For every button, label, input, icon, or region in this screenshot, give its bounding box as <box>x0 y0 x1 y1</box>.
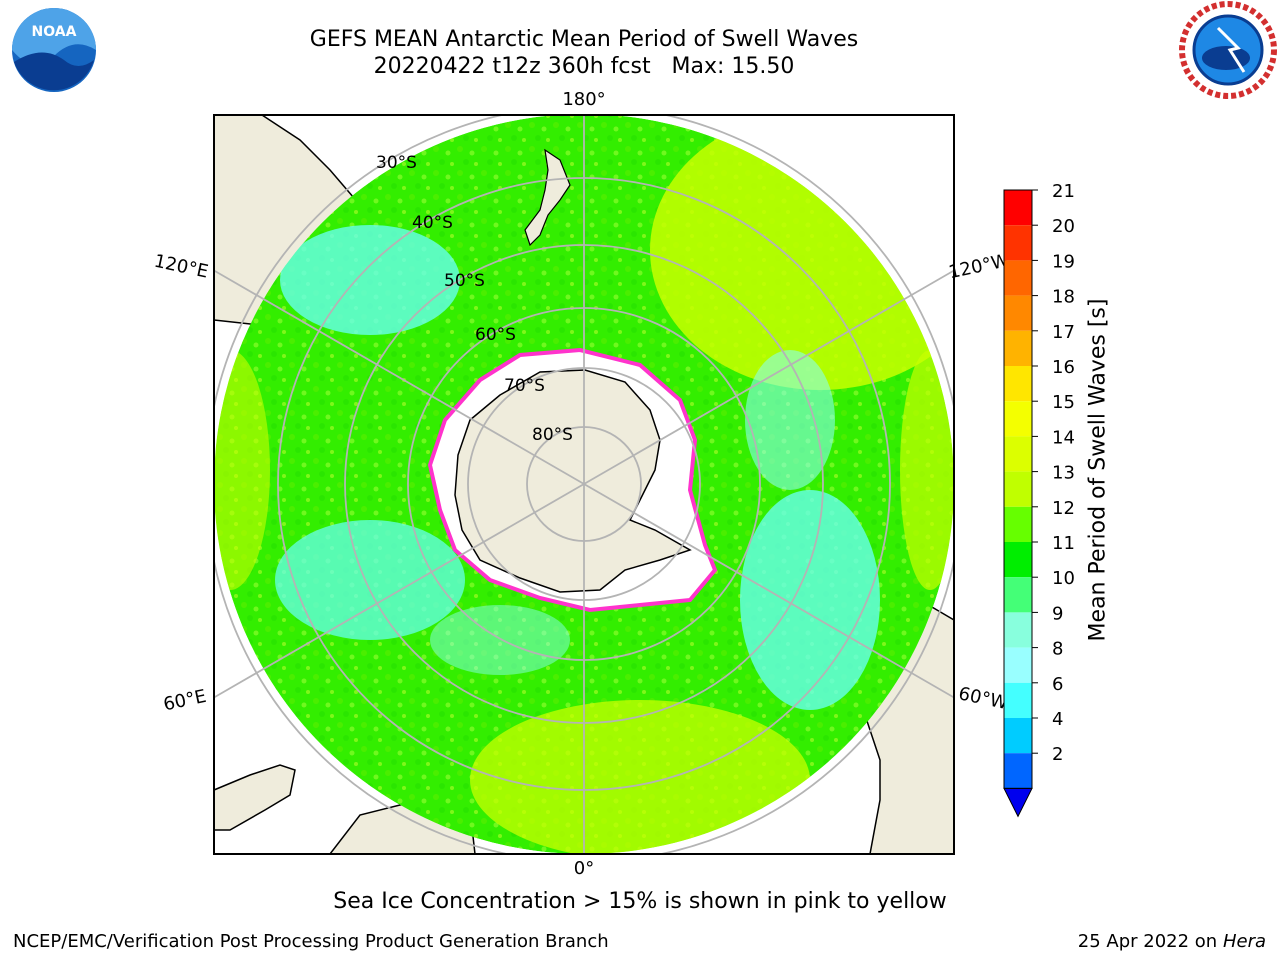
colorbar-tick-label: 15 <box>1052 392 1075 413</box>
colorbar-bin <box>1004 753 1032 789</box>
colorbar-bin <box>1004 366 1032 402</box>
latitude-labels: 30°S 40°S 50°S 60°S 70°S 80°S <box>376 153 573 445</box>
footer-machine: Hera <box>1222 931 1266 952</box>
map-frame <box>213 114 955 855</box>
colorbar-tick-label: 9 <box>1052 603 1063 624</box>
colorbar-bin <box>1004 718 1032 754</box>
land-new-zealand <box>524 148 571 247</box>
chart-title: GEFS MEAN Antarctic Mean Period of Swell… <box>309 27 859 52</box>
colorbar-bin <box>1004 436 1032 472</box>
colorbar-tick-label: 10 <box>1052 568 1075 589</box>
colorbar-bin <box>1004 330 1032 366</box>
colorbar-bin <box>1004 401 1032 437</box>
colorbar-tick-label: 13 <box>1052 463 1075 484</box>
colorbar-bin <box>1004 225 1032 261</box>
colorbar-tick-label: 20 <box>1052 216 1075 237</box>
colorbar-tick-label: 17 <box>1052 322 1075 343</box>
colorbar-tick-label: 4 <box>1052 709 1063 730</box>
colorbar-tick-label: 8 <box>1052 639 1063 660</box>
footer-date-text: 25 Apr 2022 on <box>1077 931 1223 952</box>
lon-label-120e: 120°E <box>152 251 210 283</box>
colorbar-bin <box>1004 506 1032 542</box>
colorbar-tick-label: 14 <box>1052 427 1075 448</box>
colorbar-bin <box>1004 612 1032 648</box>
lat-label-80s: 80°S <box>532 425 573 445</box>
colorbar-tick-label: 12 <box>1052 498 1075 519</box>
lat-label-30s: 30°S <box>376 153 417 173</box>
nws-logo-icon <box>1178 0 1280 104</box>
chart-subtitle: 20220422 t12z 360h fcst Max: 15.50 <box>373 54 795 79</box>
colorbar-tick-label: 18 <box>1052 287 1075 308</box>
colorbar-bin <box>1004 577 1032 613</box>
colorbar-bin <box>1004 542 1032 578</box>
graticule <box>214 115 954 854</box>
colorbar-bin <box>1004 471 1032 507</box>
colorbar-bin <box>1004 295 1032 331</box>
colorbar-bin <box>1004 260 1032 296</box>
lon-label-120w: 120°W <box>947 250 1011 283</box>
colorbar-title: Mean Period of Swell Waves [s] <box>1085 298 1111 642</box>
colorbar-tick-label: 19 <box>1052 251 1075 272</box>
colorbar-tick-label: 16 <box>1052 357 1075 378</box>
colorbar-outline <box>1003 189 1033 789</box>
colorbar-tick-label: 2 <box>1052 744 1063 765</box>
colorbar-bin <box>1004 682 1032 718</box>
colorbar-bin <box>1004 190 1032 226</box>
noaa-logo-icon: NOAA <box>2 0 106 104</box>
colorbar-tick-label: 21 <box>1052 181 1075 202</box>
lon-label-60w: 60°W <box>957 683 1010 714</box>
footer-date: 25 Apr 2022 on Hera <box>1078 931 1266 952</box>
colorbar-tick-label: 6 <box>1052 674 1063 695</box>
noaa-logo-text: NOAA <box>32 24 77 40</box>
colorbar-bin <box>1004 647 1032 683</box>
land-madagascar <box>214 764 296 831</box>
lat-label-60s: 60°S <box>475 325 516 345</box>
lon-label-180: 180° <box>562 89 605 110</box>
lon-label-60e: 60°E <box>162 686 209 716</box>
colorbar-under-arrow <box>1003 787 1033 818</box>
colorbar: 21 20 19 18 17 16 15 14 13 12 11 10 9 8 6 4 2 <box>1003 181 1075 818</box>
lon-label-0: 0° <box>574 858 594 879</box>
map-area <box>214 115 954 854</box>
lat-label-70s: 70°S <box>504 376 545 396</box>
lat-label-40s: 40°S <box>412 213 453 233</box>
colorbar-tick-label: 11 <box>1052 533 1075 554</box>
footer-credit: NCEP/EMC/Verification Post Processing Pr… <box>13 931 609 952</box>
sea-ice-note: Sea Ice Concentration > 15% is shown in … <box>333 889 947 914</box>
lat-label-50s: 50°S <box>444 271 485 291</box>
